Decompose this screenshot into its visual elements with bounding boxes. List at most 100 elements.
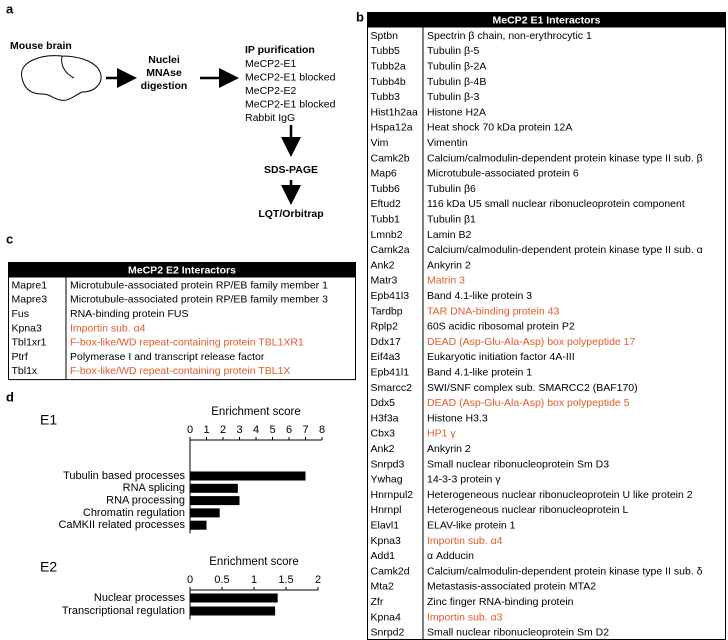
protein-cell: α Adducin: [427, 550, 474, 562]
protein-cell: Tubulin β-5: [427, 45, 480, 57]
gene-cell: Ank2: [371, 443, 395, 455]
protein-cell: Histone H2A: [427, 106, 486, 118]
protein-cell: Importin sub. α4: [427, 535, 503, 547]
x-tick-label: 3: [236, 424, 242, 436]
table-title: MeCP2 E2 Interactors: [128, 264, 236, 276]
protein-cell: Importin sub. α3: [427, 611, 503, 623]
gene-cell: Mapre1: [12, 279, 48, 291]
gene-cell: Ddx17: [371, 336, 402, 348]
protein-cell: Spectrin β chain, non-erythrocytic 1: [427, 30, 592, 42]
protein-cell: Tubulin β1: [427, 214, 476, 226]
gene-cell: Map6: [371, 168, 397, 180]
gene-cell: Ank2: [371, 259, 395, 271]
bar: [190, 593, 278, 603]
gene-cell: Tubb3: [371, 91, 401, 103]
category-label: RNA splicing: [123, 482, 185, 494]
category-label: Tubulin based processes: [63, 470, 185, 482]
ip-title: IP purification: [245, 44, 315, 56]
protein-cell: Tubulin β-4B: [427, 76, 486, 88]
chart-title: E2: [40, 559, 57, 575]
gene-cell: Vim: [371, 137, 389, 149]
gene-cell: Kpna3: [371, 535, 402, 547]
gene-cell: Rplp2: [371, 321, 399, 333]
gene-cell: Ptrf: [12, 351, 28, 363]
protein-cell: Small nuclear ribonucleoprotein Sm D3: [427, 458, 609, 470]
x-tick-label: 6: [286, 424, 292, 436]
protein-cell: TAR DNA-binding protein 43: [427, 305, 559, 317]
ip-sample: MeCP2-E1 blocked: [245, 98, 336, 110]
separation-label: SDS-PAGE: [264, 164, 318, 176]
protein-cell: Lamin B2: [427, 229, 472, 241]
protein-cell: Importin sub. α4: [70, 322, 146, 334]
gene-cell: Tubb2a: [371, 61, 406, 73]
x-tick-label: 0.5: [214, 574, 229, 586]
x-tick-label: 1: [251, 574, 257, 586]
protein-cell: Ankyrin 2: [427, 259, 471, 271]
protein-cell: Eukaryotic initiation factor 4A-III: [427, 351, 575, 363]
protein-cell: F-box-like/WD repeat-containing protein …: [70, 365, 290, 377]
protein-cell: Heterogeneous nuclear ribonucleoprotein …: [427, 489, 693, 501]
gene-cell: Hist1h2aa: [371, 106, 418, 118]
gene-cell: Camk2d: [371, 565, 410, 577]
chart-title: E1: [40, 412, 57, 428]
protein-cell: Vimentin: [427, 137, 468, 149]
x-tick-label: 4: [253, 424, 259, 436]
protein-cell: Tubulin β-2A: [427, 61, 486, 73]
axis-title: Enrichment score: [211, 406, 300, 418]
protein-cell: 14-3-3 protein γ: [427, 474, 501, 486]
category-label: CaMKII related processes: [58, 519, 185, 531]
gene-cell: Ddx5: [371, 397, 396, 409]
bar: [190, 508, 220, 518]
gene-cell: Kpna3: [12, 322, 43, 334]
step-label: Nuclei: [148, 54, 180, 66]
gene-cell: Tubb5: [371, 45, 401, 57]
gene-cell: H3f3a: [371, 412, 399, 424]
gene-cell: Zfr: [371, 596, 384, 608]
ip-sample: MeCP2-E1 blocked: [245, 71, 336, 83]
x-tick-label: 5: [269, 424, 275, 436]
gene-cell: Smarcc2: [371, 382, 413, 394]
protein-cell: Ankyrin 2: [427, 443, 471, 455]
gene-cell: Ywhag: [371, 474, 403, 486]
step-label: digestion: [141, 80, 188, 92]
gene-cell: Camk2b: [371, 152, 410, 164]
category-label: RNA processing: [106, 495, 185, 507]
protein-cell: Band 4.1-like protein 1: [427, 367, 532, 379]
gene-cell: Eftud2: [371, 198, 402, 210]
x-tick-label: 0: [187, 574, 193, 586]
protein-cell: Band 4.1-like protein 3: [427, 290, 532, 302]
protein-cell: Microtubule-associated protein RP/EB fam…: [70, 294, 328, 306]
source-label: Mouse brain: [10, 40, 72, 52]
panel-label: d: [6, 389, 14, 404]
protein-cell: ELAV-like protein 1: [427, 520, 516, 532]
x-tick-label: 1: [203, 424, 209, 436]
gene-cell: Mapre3: [12, 294, 48, 306]
protein-cell: Heterogeneous nuclear ribonucleoprotein …: [427, 504, 629, 516]
bar: [190, 483, 238, 493]
panel-label: c: [6, 231, 13, 246]
x-tick-label: 2: [315, 574, 321, 586]
step-label: MNAse: [146, 67, 182, 79]
gene-cell: Fus: [12, 308, 30, 320]
protein-cell: Tubulin β6: [427, 183, 476, 195]
x-tick-label: 0: [187, 424, 193, 436]
protein-cell: SWI/SNF complex sub. SMARCC2 (BAF170): [427, 382, 638, 394]
gene-cell: Snrpd3: [371, 458, 405, 470]
protein-cell: F-box-like/WD repeat-containing protein …: [70, 337, 304, 349]
bar: [190, 520, 207, 530]
category-label: Transcriptional regulation: [62, 605, 185, 617]
bar: [190, 471, 306, 481]
axis-title: Enrichment score: [209, 556, 298, 568]
ip-sample: MeCP2-E2: [245, 85, 297, 97]
table-title: MeCP2 E1 Interactors: [493, 14, 601, 26]
table-header: [367, 12, 726, 28]
gene-cell: Epb41l3: [371, 290, 410, 302]
protein-cell: 116 kDa U5 small nuclear ribonucleoprote…: [427, 198, 685, 210]
gene-cell: Epb41l1: [371, 367, 410, 379]
panel-label: a: [6, 1, 14, 16]
bar: [190, 606, 276, 616]
gene-cell: Eif4a3: [371, 351, 401, 363]
protein-cell: Polymerase I and transcript release fact…: [70, 351, 265, 363]
gene-cell: Tubb4b: [371, 76, 406, 88]
protein-cell: Matrin 3: [427, 275, 465, 287]
